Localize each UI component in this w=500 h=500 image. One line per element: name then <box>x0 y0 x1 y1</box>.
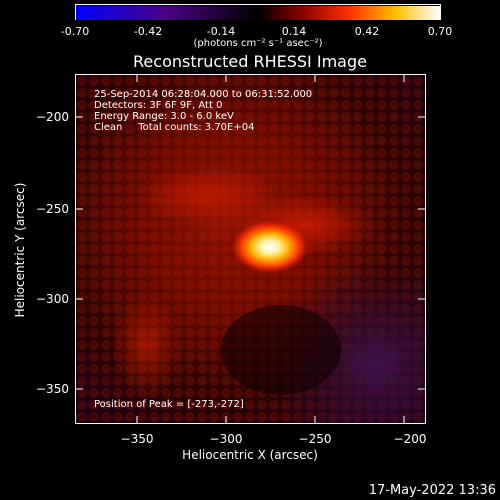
y-tick-label: −300 <box>36 292 69 306</box>
x-tick-label: −350 <box>120 432 154 446</box>
colorbar-tick-label: 0.42 <box>354 25 380 38</box>
colorbar-gradient <box>76 6 440 20</box>
colorbar <box>75 4 441 20</box>
colorbar-tick-label: 0.70 <box>427 25 453 38</box>
y-tick-label: −350 <box>36 382 69 396</box>
heatmap-plot: 25-Sep-2014 06:28:04.000 to 06:31:52.000… <box>75 74 426 424</box>
colorbar-units: (photons cm⁻² s⁻¹ asec⁻²) <box>193 38 323 49</box>
colorbar-tick-label: 0.14 <box>281 25 307 38</box>
footer-timestamp: 17-May-2022 13:36 <box>368 483 496 498</box>
colorbar-tick-label: -0.70 <box>60 25 90 38</box>
peak-source <box>232 221 308 273</box>
energy-range-annotation: Energy Range: 3.0 - 6.0 keV <box>94 111 234 122</box>
x-tick-label: −250 <box>298 432 332 446</box>
colorbar-tick-label: -0.42 <box>133 25 163 38</box>
total-counts-annotation: Clean Total counts: 3.70E+04 <box>94 122 255 133</box>
peak-position-annotation: Position of Peak = [-273,-272] <box>94 399 244 410</box>
colorbar-tick-label: -0.14 <box>206 25 236 38</box>
y-tick-label: −200 <box>36 110 69 124</box>
heatmap-image <box>76 75 425 423</box>
y-tick-label: −250 <box>36 202 69 216</box>
x-tick-label: −300 <box>209 432 243 446</box>
detectors-annotation: Detectors: 3F 6F 9F, Att 0 <box>94 100 223 111</box>
time-range-annotation: 25-Sep-2014 06:28:04.000 to 06:31:52.000 <box>94 89 313 100</box>
plot-title: Reconstructed RHESSI Image <box>133 52 367 71</box>
x-tick-label: −200 <box>393 432 427 446</box>
x-axis-label: Heliocentric X (arcsec) <box>182 448 318 462</box>
y-axis-label: Heliocentric Y (arcsec) <box>13 182 27 318</box>
